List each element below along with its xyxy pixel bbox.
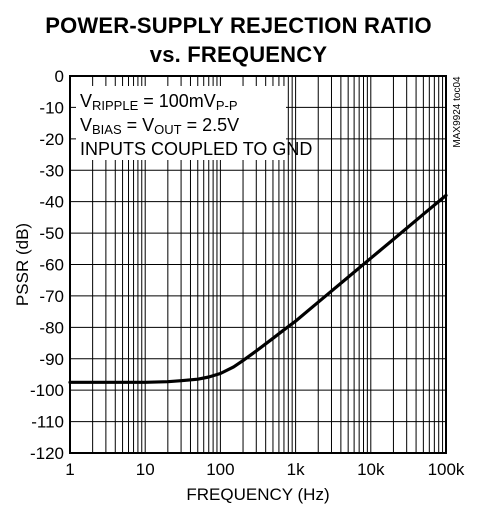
y-tick-label: -20 [39,130,64,149]
chart-subtitle: vs. FREQUENCY [149,42,328,67]
y-tick-label: -50 [39,224,64,243]
psrr-curve [68,193,448,384]
condition-ripple: VRIPPLE = 100mVP-P [80,91,237,113]
y-tick-label: -10 [39,98,64,117]
x-tick-label: 10 [136,460,155,479]
cond2-main: V [80,115,92,135]
y-tick-label: -120 [30,444,64,463]
plot-frame [69,75,447,454]
conditions-box: VRIPPLE = 100mVP-P VBIAS = VOUT = 2.5V I… [76,86,312,160]
figure-code: MAX9924 toc04 [452,76,463,148]
cond2-rest: = 2.5V [182,115,240,135]
tick-labels: 0 -10 -20 -30 -40 -50 -60 -70 -80 -90 -100 -110 -120… [30,67,465,479]
condition-bias: VBIAS = VOUT = 2.5V [80,115,239,137]
y-tick-label: -110 [31,413,64,432]
cond1-rest: = 100mV [138,91,216,111]
cond1-main: V [80,91,92,111]
y-tick-label: -100 [30,381,64,400]
y-tick-label: -60 [39,256,64,275]
x-axis-label: FREQUENCY (Hz) [186,485,329,504]
x-tick-label: 1 [65,460,74,479]
x-tick-label: 100 [206,460,234,479]
y-tick-label: -30 [39,161,64,180]
y-tick-label: -40 [39,193,64,212]
y-axis-label: PSSR (dB) [13,223,32,306]
chart-title: POWER-SUPPLY REJECTION RATIO [45,13,432,38]
x-tick-label: 10k [357,460,385,479]
y-tick-label: -90 [39,350,64,369]
cond2-sub2: OUT [154,122,182,137]
y-tick-label: -80 [39,318,64,337]
conditions-background [76,86,286,160]
cond1-sub2: P-P [216,98,238,113]
y-tick-label: 0 [55,67,64,86]
condition-inputs: INPUTS COUPLED TO GND [80,139,312,159]
x-tick-label: 1k [287,460,305,479]
curve-layer [68,193,448,384]
x-tick-label: 100k [428,460,465,479]
cond1-sub: RIPPLE [92,98,139,113]
cond2-mid: = V [122,115,155,135]
cond2-sub: BIAS [92,122,122,137]
y-tick-label: -70 [39,287,64,306]
